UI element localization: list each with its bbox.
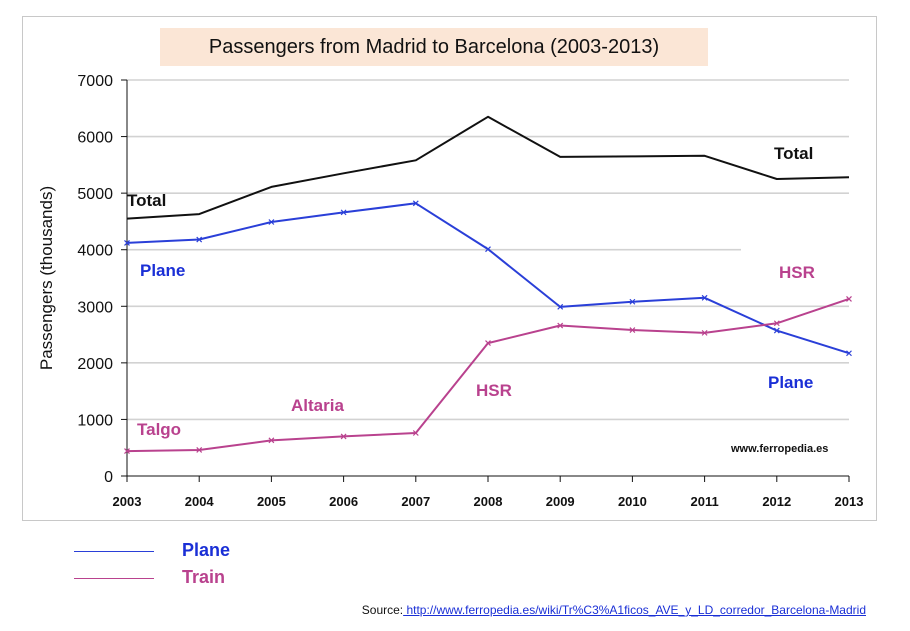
y-tick-label-1000: 1000 (77, 412, 113, 429)
x-tick-label-2011: 2011 (690, 494, 718, 509)
label-bg-plane-2 (745, 366, 855, 396)
data-point-plane-2012 (773, 327, 780, 334)
data-point-plane-2007 (412, 200, 419, 207)
legend-swatch-train (74, 578, 154, 579)
y-tick-label-5000: 5000 (77, 186, 113, 203)
data-point-plane-2010 (629, 298, 636, 305)
series-line-train (126, 297, 850, 453)
series-lines (124, 115, 852, 455)
source-link[interactable]: http://www.ferropedia.es/wiki/Tr%C3%A1fi… (403, 603, 866, 617)
x-tick-label-2009: 2009 (546, 494, 575, 509)
legend-label-plane: Plane (182, 540, 231, 560)
y-tick-label-6000: 6000 (77, 130, 113, 147)
legend: Plane Train (74, 540, 374, 594)
axes: 0 1000 2000 3000 4000 5000 6000 7000 2003 2004 200… (77, 73, 863, 509)
annotation-plane-3: Plane (768, 373, 813, 392)
annotation-hsr-4: HSR (779, 263, 815, 282)
data-point-plane-2003 (124, 240, 130, 246)
data-point-train-2009 (557, 322, 564, 329)
data-point-train-2012 (773, 320, 780, 327)
data-point-train-2005 (268, 437, 275, 444)
series-line-total (126, 115, 850, 220)
annotation-plane-2: Plane (140, 261, 185, 280)
legend-swatch-plane (74, 551, 154, 552)
watermark: www.ferropedia.es (730, 443, 828, 455)
x-tick-label-2004: 2004 (185, 494, 215, 509)
data-point-plane-2009 (557, 303, 564, 310)
y-tick-label-0: 0 (104, 469, 113, 486)
data-point-train-2011 (701, 329, 708, 336)
x-tick-label-2008: 2008 (474, 494, 503, 509)
source-line: Source: http://www.ferropedia.es/wiki/Tr… (362, 603, 866, 617)
x-tick-label-2007: 2007 (401, 494, 430, 509)
line-chart: 0 1000 2000 3000 4000 5000 6000 7000 2003 2004 200… (37, 73, 863, 509)
y-axis-label: Passengers (thousands) (37, 186, 56, 370)
x-tick-label-2006: 2006 (329, 494, 358, 509)
data-point-plane-2005 (268, 219, 275, 225)
y-tick-label-4000: 4000 (77, 243, 113, 260)
legend-item-train: Train (74, 567, 374, 594)
data-point-plane-2004 (196, 236, 203, 243)
y-tick-label-3000: 3000 (77, 299, 113, 316)
x-tick-label-2013: 2013 (835, 494, 864, 509)
annotation-talgo-6: Talgo (137, 420, 181, 439)
gridlines (127, 79, 849, 421)
series-line-plane (126, 202, 850, 355)
data-point-plane-2006 (340, 209, 347, 216)
legend-item-plane: Plane (74, 540, 374, 567)
y-tick-label-7000: 7000 (77, 73, 113, 90)
annotation-total-1: Total (774, 144, 813, 163)
data-point-plane-2013 (846, 350, 852, 357)
source-prefix: Source: (361, 603, 404, 617)
data-point-train-2010 (629, 327, 636, 333)
legend-label-train: Train (182, 567, 226, 587)
x-tick-label-2012: 2012 (762, 494, 791, 509)
annotation-altaria-7: Altaria (291, 396, 344, 415)
data-point-train-2008 (485, 340, 491, 346)
data-point-train-2003 (124, 448, 130, 455)
y-tick-label-2000: 2000 (77, 356, 113, 373)
label-bg-hsr (741, 248, 856, 293)
annotation-total-0: Total (127, 191, 166, 210)
data-point-plane-2011 (701, 294, 708, 301)
data-point-plane-2008 (485, 246, 491, 253)
x-tick-label-2005: 2005 (257, 494, 286, 509)
chart-title: Passengers from Madrid to Barcelona (200… (160, 28, 708, 66)
data-point-train-2004 (196, 447, 203, 453)
x-tick-label-2003: 2003 (113, 494, 142, 509)
x-tick-label-2010: 2010 (618, 494, 647, 509)
label-bg-plane (133, 252, 228, 282)
data-point-train-2013 (846, 296, 852, 302)
annotations: Total Total Plane Plane HSR HSR Talgo Altaria (127, 144, 856, 439)
annotation-hsr-5: HSR (476, 381, 512, 400)
data-point-train-2007 (412, 430, 419, 436)
data-point-train-2006 (340, 433, 347, 440)
